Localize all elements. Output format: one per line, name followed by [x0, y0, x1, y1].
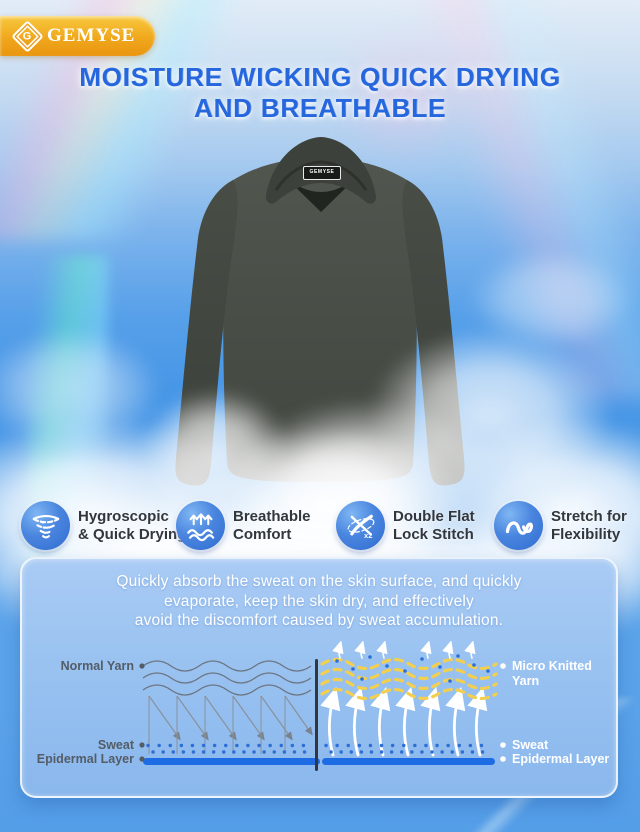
- moisture-dots-in-yarn: [335, 654, 490, 683]
- vapor-arrows-top: [332, 641, 476, 659]
- sweat-label-left: Sweat: [98, 738, 135, 752]
- page-title: MOISTURE WICKING QUICK DRYING AND BREATH…: [0, 62, 640, 124]
- description-text: Quickly absorb the sweat on the skin sur…: [22, 572, 616, 631]
- feature-label-line: Hygroscopic: [78, 508, 169, 526]
- feature-label-line: Comfort: [233, 525, 292, 543]
- micro-knitted-yarn-label-line2: Yarn: [512, 674, 539, 688]
- moisture-diagram: Normal Yarn Sweat Epidermal Layer Micro …: [37, 641, 609, 771]
- epidermal-layer-bar-right: [322, 758, 495, 765]
- micro-knitted-yarn-label-line1: Micro Knitted: [512, 659, 592, 673]
- feature-label: Stretch for Flexibility: [551, 508, 627, 542]
- stretch-icon: [494, 501, 543, 550]
- description-line: Quickly absorb the sweat on the skin sur…: [116, 573, 522, 590]
- sweat-bounce-arrows: [148, 695, 313, 754]
- evaporation-arrows: [320, 686, 488, 757]
- sweat-droplets-right: [324, 743, 494, 754]
- breathable-icon: [176, 501, 225, 550]
- feature-label-line: Double Flat: [393, 508, 475, 526]
- feature-stretch: Stretch for Flexibility: [494, 501, 627, 550]
- normal-yarn-waves: [142, 660, 312, 696]
- flat-lock-stitch-icon: x2: [336, 501, 385, 550]
- normal-yarn-label: Normal Yarn: [61, 659, 134, 673]
- diagram-labels-left: Normal Yarn Sweat Epidermal Layer: [37, 659, 145, 766]
- diagram-divider: [315, 659, 318, 771]
- feature-label-line: Flexibility: [551, 525, 621, 543]
- description-line: evaporate, keep the skin dry, and effect…: [164, 592, 474, 610]
- brand-monogram: G: [23, 30, 32, 42]
- feature-label-line: Breathable: [233, 508, 311, 526]
- sweat-label-right: Sweat: [512, 738, 549, 752]
- stitch-x2-badge: x2: [364, 531, 372, 540]
- brand-logo: G GEMYSE: [0, 16, 156, 56]
- brand-name: GEMYSE: [47, 25, 136, 46]
- sweat-droplets-left: [146, 743, 315, 754]
- feature-label: Double Flat Lock Stitch: [393, 508, 475, 542]
- epidermal-layer-label-right: Epidermal Layer: [512, 752, 609, 766]
- moisture-absorb-icon: [21, 501, 70, 550]
- feature-label-line: Stretch for: [551, 508, 627, 526]
- title-line-1: MOISTURE WICKING QUICK DRYING: [79, 62, 561, 92]
- neck-label-tag: GEMYSE: [303, 166, 341, 180]
- micro-knitted-yarn-waves: [320, 657, 498, 701]
- feature-hygroscopic: Hygroscopic & Quick Drying: [21, 501, 186, 550]
- feature-label: Hygroscopic & Quick Drying: [78, 508, 186, 542]
- epidermal-layer-label-left: Epidermal Layer: [37, 752, 134, 766]
- feature-breathable: Breathable Comfort: [176, 501, 311, 550]
- info-panel: Quickly absorb the sweat on the skin sur…: [20, 557, 618, 798]
- description-line: avoid the discomfort caused by sweat acc…: [134, 612, 504, 629]
- diagram-labels-right: Micro Knitted Yarn Sweat Epidermal Layer: [500, 659, 609, 766]
- feature-label-line: & Quick Drying: [78, 525, 187, 543]
- feature-stitch: x2 Double Flat Lock Stitch: [336, 501, 475, 550]
- epidermal-layer-bar-left: [143, 758, 320, 765]
- feature-label: Breathable Comfort: [233, 508, 311, 542]
- feature-label-line: Lock Stitch: [393, 525, 474, 543]
- brand-diamond-icon: G: [11, 19, 44, 53]
- title-line-2: AND BREATHABLE: [194, 93, 446, 124]
